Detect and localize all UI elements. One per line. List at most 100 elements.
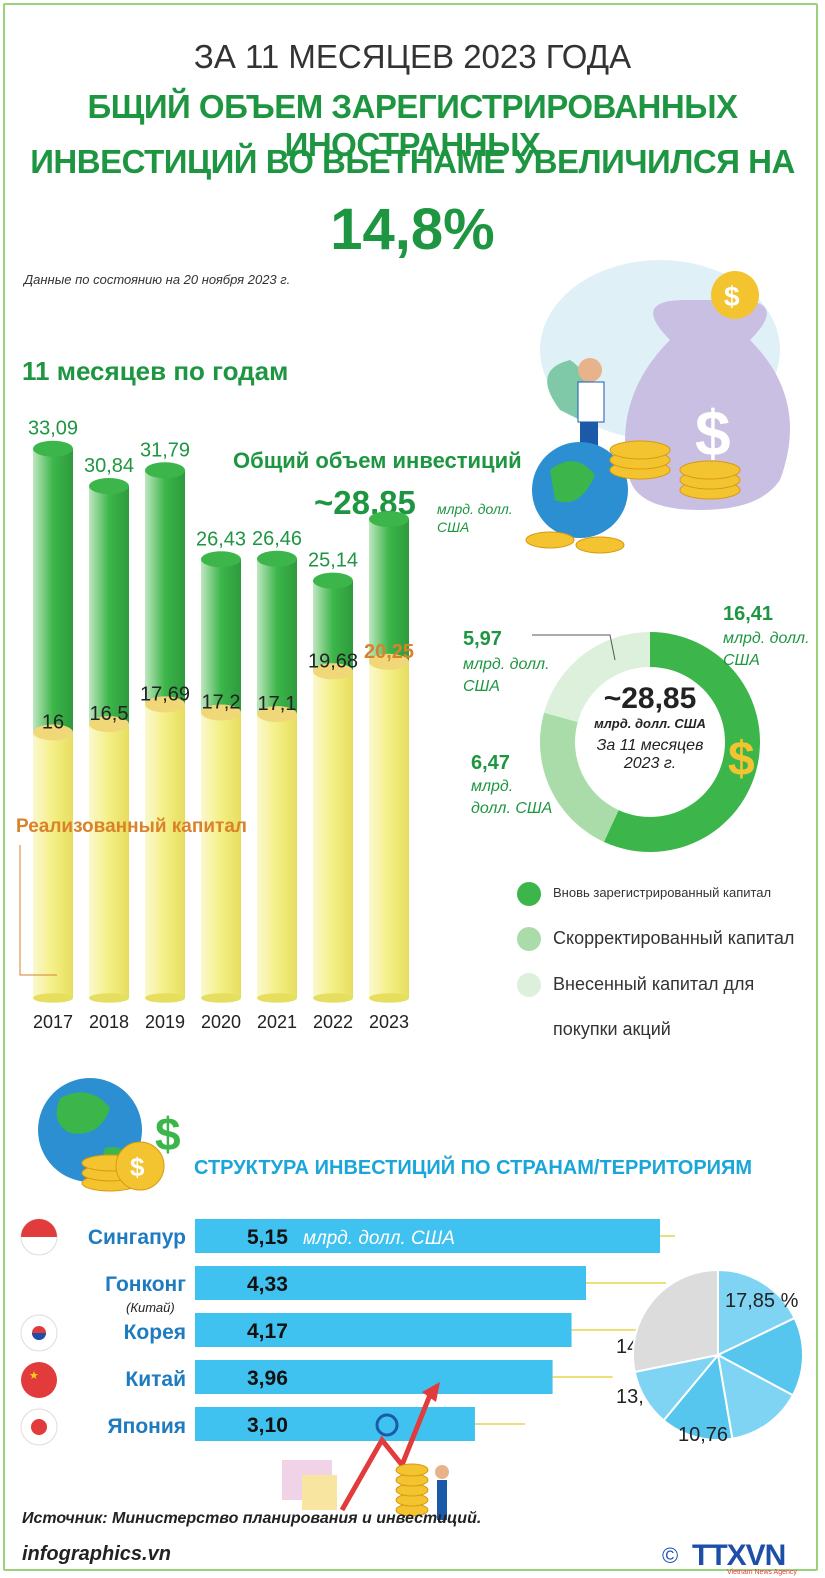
bar-base [89,993,129,1003]
total-bar-top [201,551,241,568]
country-flags: ★ [20,1218,58,1446]
source-note: Источник: Министерство планирования и ин… [22,1510,482,1527]
total-bar-top [369,511,409,528]
total-bar-top [313,572,353,589]
year-label: 2019 [145,1012,185,1032]
country-bar-value: 3,96 [247,1367,288,1390]
total-value-label: 33,09 [28,418,78,440]
country-japan: Япония [107,1415,186,1438]
realized-bar [369,661,409,998]
year-label: 2021 [257,1012,297,1032]
legend-shares-capital-1: Внесенный капитал для [553,974,755,994]
singapore-flag-icon [20,1218,58,1256]
year-label: 2018 [89,1012,129,1032]
hongkong-note: (Китай) [126,1300,175,1315]
country-bar-value: 3,10 [247,1414,288,1437]
country-bar-value: 4,33 [247,1273,288,1296]
realized-value-label: 17,69 [140,683,190,705]
donut-caption-2: 2023 г. [623,755,677,772]
yearly-bar-chart: 2017 33,09 16 2018 30,84 16,5 2019 31,79 17,69 20… [28,418,414,1032]
capital-donut-chart [540,632,760,852]
realized-capital-label: Реализованный капитал [16,816,247,837]
header-percent: 14,8% [330,197,495,262]
legend-adjusted-capital: Скорректированный капитал [553,928,795,948]
realized-bar-top [145,696,185,713]
bar-base [369,993,409,1003]
donut-unit-adjusted: млрд. долл. США [471,778,553,817]
realized-value-label: 16,5 [90,703,129,725]
year-label: 2020 [201,1012,241,1032]
donut-leader-line [532,634,616,661]
total-value-label: 25,14 [308,550,358,572]
china-flag-icon: ★ [21,1362,57,1398]
legend-dot-adjusted [517,927,541,951]
korea-flag-icon [20,1314,58,1352]
realized-bar-top [313,663,353,680]
country-bar [195,1219,661,1253]
realized-value-label: 17,2 [202,691,241,713]
legend-dot-shares [517,973,541,997]
countries-unit-label: млрд. долл. США [303,1228,455,1249]
donut-caption-1: За 11 месяцев [596,737,704,754]
dollar-icon: $ [728,733,755,786]
country-korea: Корея [123,1321,186,1344]
donut-slice [544,632,650,722]
realized-bar [313,671,353,998]
country-bar-value: 4,17 [247,1320,288,1343]
svg-text:$: $ [155,1108,181,1160]
year-label: 2022 [313,1012,353,1032]
bar-base [201,993,241,1003]
donut-center-unit: млрд. долл. США [594,716,706,731]
country-singapore: Сингапур [87,1226,186,1249]
total-value-label: 31,79 [140,439,190,461]
realized-bar [257,714,297,998]
country-bar [195,1360,553,1394]
realized-value-label: 20,25 [364,641,414,663]
year-label: 2017 [33,1012,73,1032]
realized-bar [201,712,241,998]
donut-slice [540,712,619,842]
total-bar-top [89,478,129,495]
total-value-label: 26,46 [252,528,302,550]
bar-base [257,993,297,1003]
japan-flag-icon [20,1408,58,1446]
country-hongkong: Гонконг [105,1273,186,1296]
copyright-symbol: © [662,1543,679,1568]
date-note: Данные по состоянию на 20 ноября 2023 г. [24,272,291,287]
realized-leader-line [19,845,57,976]
svg-text:$: $ [130,1152,145,1182]
donut-unit-shares: млрд. долл. США [463,656,550,695]
total-investment-unit: млрд. долл. США [437,501,513,535]
realized-bar [33,732,73,998]
total-investment-label: Общий объем инвестиций [233,448,522,473]
country-pie-slice [715,1316,804,1397]
country-pie-slice [716,1353,795,1440]
country-bar [195,1266,586,1300]
legend-shares-capital-2: покупки акций [553,1019,671,1039]
svg-text:$: $ [695,397,731,469]
header-line-3: ИНВЕСТИЦИЙ ВО ВЬЕТНАМЕ УВЕЛИЧИЛСЯ НА [30,143,795,180]
growth-illustration [282,1382,449,1520]
donut-center: ~28,85 млрд. долл. США За 11 месяцев 202… [570,682,730,773]
agency-logo: TTXVN [692,1539,786,1572]
donut-label-shares: 5,97 [463,628,502,650]
total-bar-top [257,550,297,567]
header-line-1: ЗА 11 МЕСЯЦЕВ 2023 ГОДА [193,38,632,75]
donut-slice [603,632,760,852]
country-pie-slice [662,1352,734,1441]
realized-value-label: 19,68 [308,650,358,672]
site-name: infographics.vn [22,1543,171,1565]
legend-new-capital: Вновь зарегистрированный капитал [553,885,772,900]
svg-text:$: $ [724,281,740,312]
agency-subtitle: Vietnam News Agency [727,1569,797,1576]
realized-value-label: 17,1 [258,693,297,715]
donut-label-adjusted: 6,47 [471,752,510,774]
realized-bar-top [369,653,409,670]
realized-value-label: 16 [42,711,64,733]
bar-base [313,993,353,1003]
total-value-label: 26,43 [196,528,246,550]
donut-unit-new: млрд. долл. США [723,630,810,669]
globe-coins-illustration: $ $ [38,1078,181,1192]
countries-section-title: СТРУКТУРА ИНВЕСТИЦИЙ ПО СТРАНАМ/ТЕРРИТОР… [194,1157,753,1179]
